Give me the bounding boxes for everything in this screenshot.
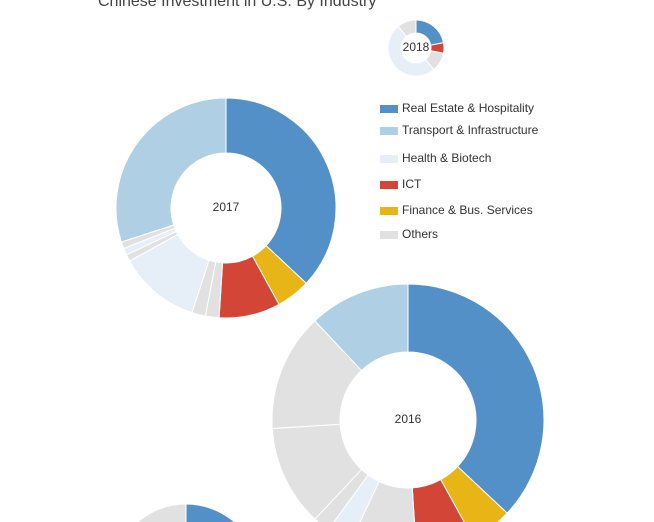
donut-label: 2017 bbox=[213, 200, 240, 214]
donut-slice bbox=[397, 19, 417, 38]
donut-slice bbox=[136, 503, 187, 522]
legend-swatch bbox=[380, 127, 398, 135]
legend-label: Transport & Infrastructure bbox=[402, 123, 539, 137]
donut-slice bbox=[225, 97, 337, 285]
donut-slice bbox=[359, 480, 415, 522]
donut-slice bbox=[407, 283, 545, 514]
legend-label: Finance & Bus. Services bbox=[402, 203, 533, 217]
donut-slice bbox=[115, 97, 227, 243]
legend-swatch bbox=[380, 231, 398, 239]
donut-slice bbox=[387, 25, 435, 77]
donut-slice bbox=[411, 478, 465, 522]
legend-label: ICT bbox=[402, 177, 422, 191]
legend-label: Real Estate & Hospitality bbox=[402, 101, 534, 115]
donut-label: 2016 bbox=[395, 412, 422, 426]
donut-label: 2018 bbox=[403, 40, 430, 54]
legend-swatch bbox=[380, 155, 398, 163]
chart-title: Chinese Investment in U.S. By Industry bbox=[98, 0, 376, 10]
legend-swatch bbox=[380, 105, 398, 113]
legend-swatch bbox=[380, 207, 398, 215]
donut-slice bbox=[185, 503, 236, 522]
legend-label: Health & Biotech bbox=[402, 151, 491, 165]
legend-label: Others bbox=[402, 227, 438, 241]
legend-swatch bbox=[380, 181, 398, 189]
donut-slice bbox=[314, 283, 409, 372]
